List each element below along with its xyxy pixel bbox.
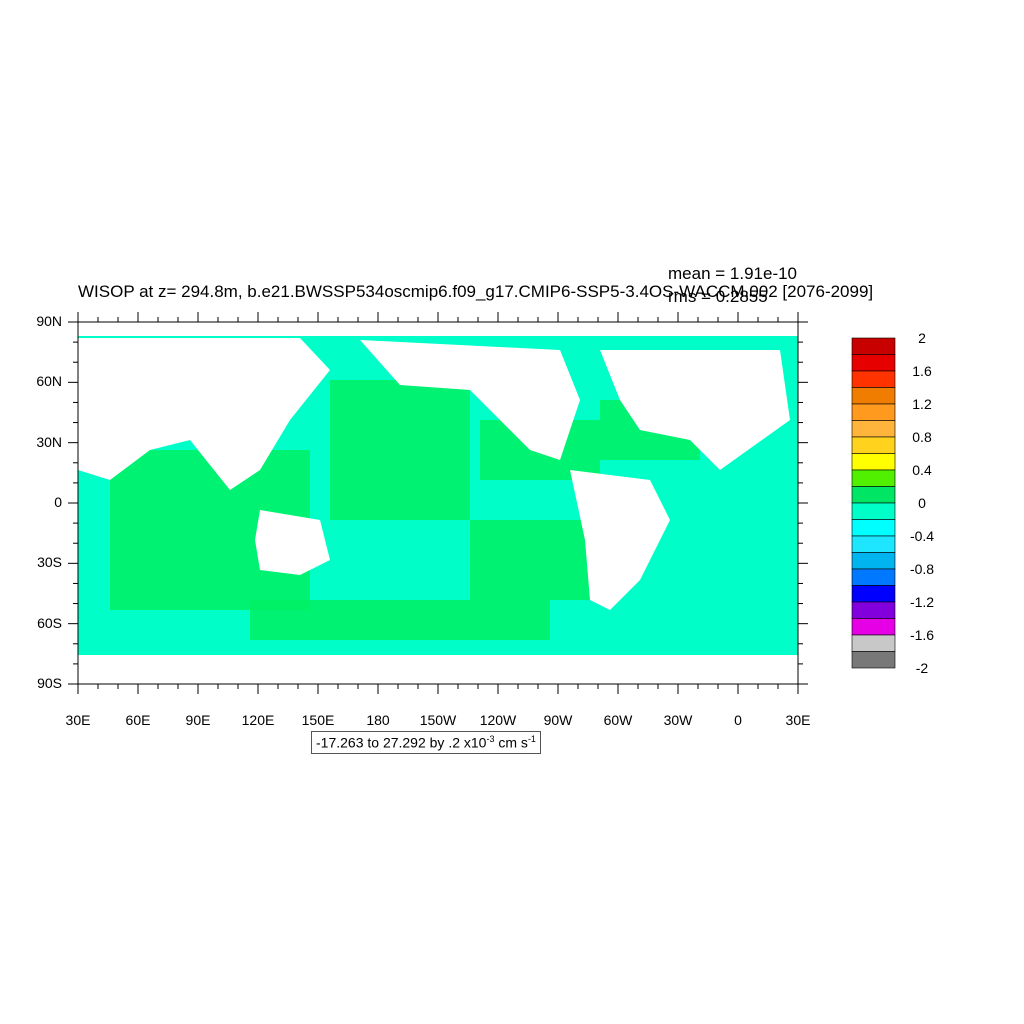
ocean-positive-region	[250, 600, 550, 640]
land-mass	[600, 350, 790, 470]
colorbar-swatch	[851, 601, 896, 619]
lon-label: 120W	[479, 712, 517, 728]
rms-stat: rms = 0.2855	[668, 287, 768, 306]
colorbar-swatch	[851, 370, 896, 388]
colorbar-swatch	[851, 585, 896, 603]
colorbar-swatch	[851, 403, 896, 421]
plot-title: WISOP at z= 294.8m, b.e21.BWSSP534oscmip…	[78, 282, 874, 301]
lat-label: 60S	[37, 614, 62, 631]
contour-exponent: -3	[486, 734, 495, 744]
colorbar-swatch	[851, 387, 896, 405]
lon-label: 150W	[419, 712, 457, 728]
lon-label: 0	[734, 712, 742, 728]
colorbar-swatch	[851, 436, 896, 454]
colorbar-swatch	[851, 552, 896, 570]
mean-stat: mean = 1.91e-10	[668, 264, 798, 283]
lat-label: 90N	[36, 313, 62, 329]
lat-label: 0	[54, 494, 62, 510]
colorbar-tick-label: -0.8	[909, 561, 935, 577]
colorbar-tick-label: 1.2	[912, 396, 932, 412]
lat-label: 30S	[37, 554, 62, 571]
lon-label: 60W	[603, 712, 633, 728]
ocean-field	[78, 322, 798, 684]
colorbar-tick-label: 2	[918, 330, 926, 346]
land-mass	[570, 470, 670, 610]
lon-label: 120E	[241, 712, 275, 728]
colorbar-swatch	[851, 568, 896, 586]
colorbar-tick-label: -0.4	[909, 528, 935, 544]
colorbar	[851, 337, 896, 669]
lat-label: 30N	[36, 433, 62, 450]
lat-label: 60N	[36, 373, 62, 390]
colorbar-swatch	[851, 535, 896, 553]
land-mass	[255, 510, 330, 575]
colorbar-tick-label: 0	[918, 495, 926, 511]
land-mass	[78, 322, 798, 336]
colorbar-swatch	[851, 618, 896, 636]
colorbar-swatch	[851, 354, 896, 372]
lon-label: 30W	[663, 712, 693, 728]
colorbar-tick-label: 0.4	[912, 462, 932, 478]
land-mass	[360, 340, 580, 460]
lon-label: 30E	[65, 712, 91, 728]
colorbar-tick-label: -2	[915, 660, 929, 676]
colorbar-tick-label: 1.6	[912, 363, 932, 379]
lat-label: 90S	[37, 675, 62, 691]
colorbar-swatch	[851, 651, 896, 669]
lon-label: 90E	[185, 712, 211, 728]
colorbar-swatch	[851, 420, 896, 438]
contour-unit-exponent: -1	[527, 734, 536, 744]
colorbar-swatch	[851, 453, 896, 471]
colorbar-swatch	[851, 469, 896, 487]
ocean-positive-region	[470, 520, 590, 600]
lon-label: 30E	[785, 712, 811, 728]
lon-label: 90W	[543, 712, 573, 728]
contour-range: -17.263 to 27.292 by .2 x10	[316, 734, 487, 751]
lon-label: 150E	[301, 712, 335, 728]
contour-unit: cm s	[494, 734, 528, 751]
colorbar-tick-label: -1.2	[909, 594, 935, 610]
colorbar-tick-label: -1.6	[909, 627, 935, 643]
land-mass	[78, 655, 798, 684]
colorbar-swatch	[851, 486, 896, 504]
ocean-positive-region	[330, 380, 470, 520]
land-mass	[78, 338, 330, 490]
lon-label: 180	[366, 712, 390, 728]
colorbar-swatch	[851, 502, 896, 520]
lon-label: 60E	[125, 712, 151, 728]
colorbar-swatch	[851, 337, 896, 355]
contour-info-box: -17.263 to 27.292 by .2 x10-3 cm s-1	[311, 731, 541, 754]
colorbar-swatch	[851, 634, 896, 652]
colorbar-swatch	[851, 519, 896, 537]
map-frame	[68, 312, 808, 694]
colorbar-tick-label: 0.8	[912, 429, 932, 445]
